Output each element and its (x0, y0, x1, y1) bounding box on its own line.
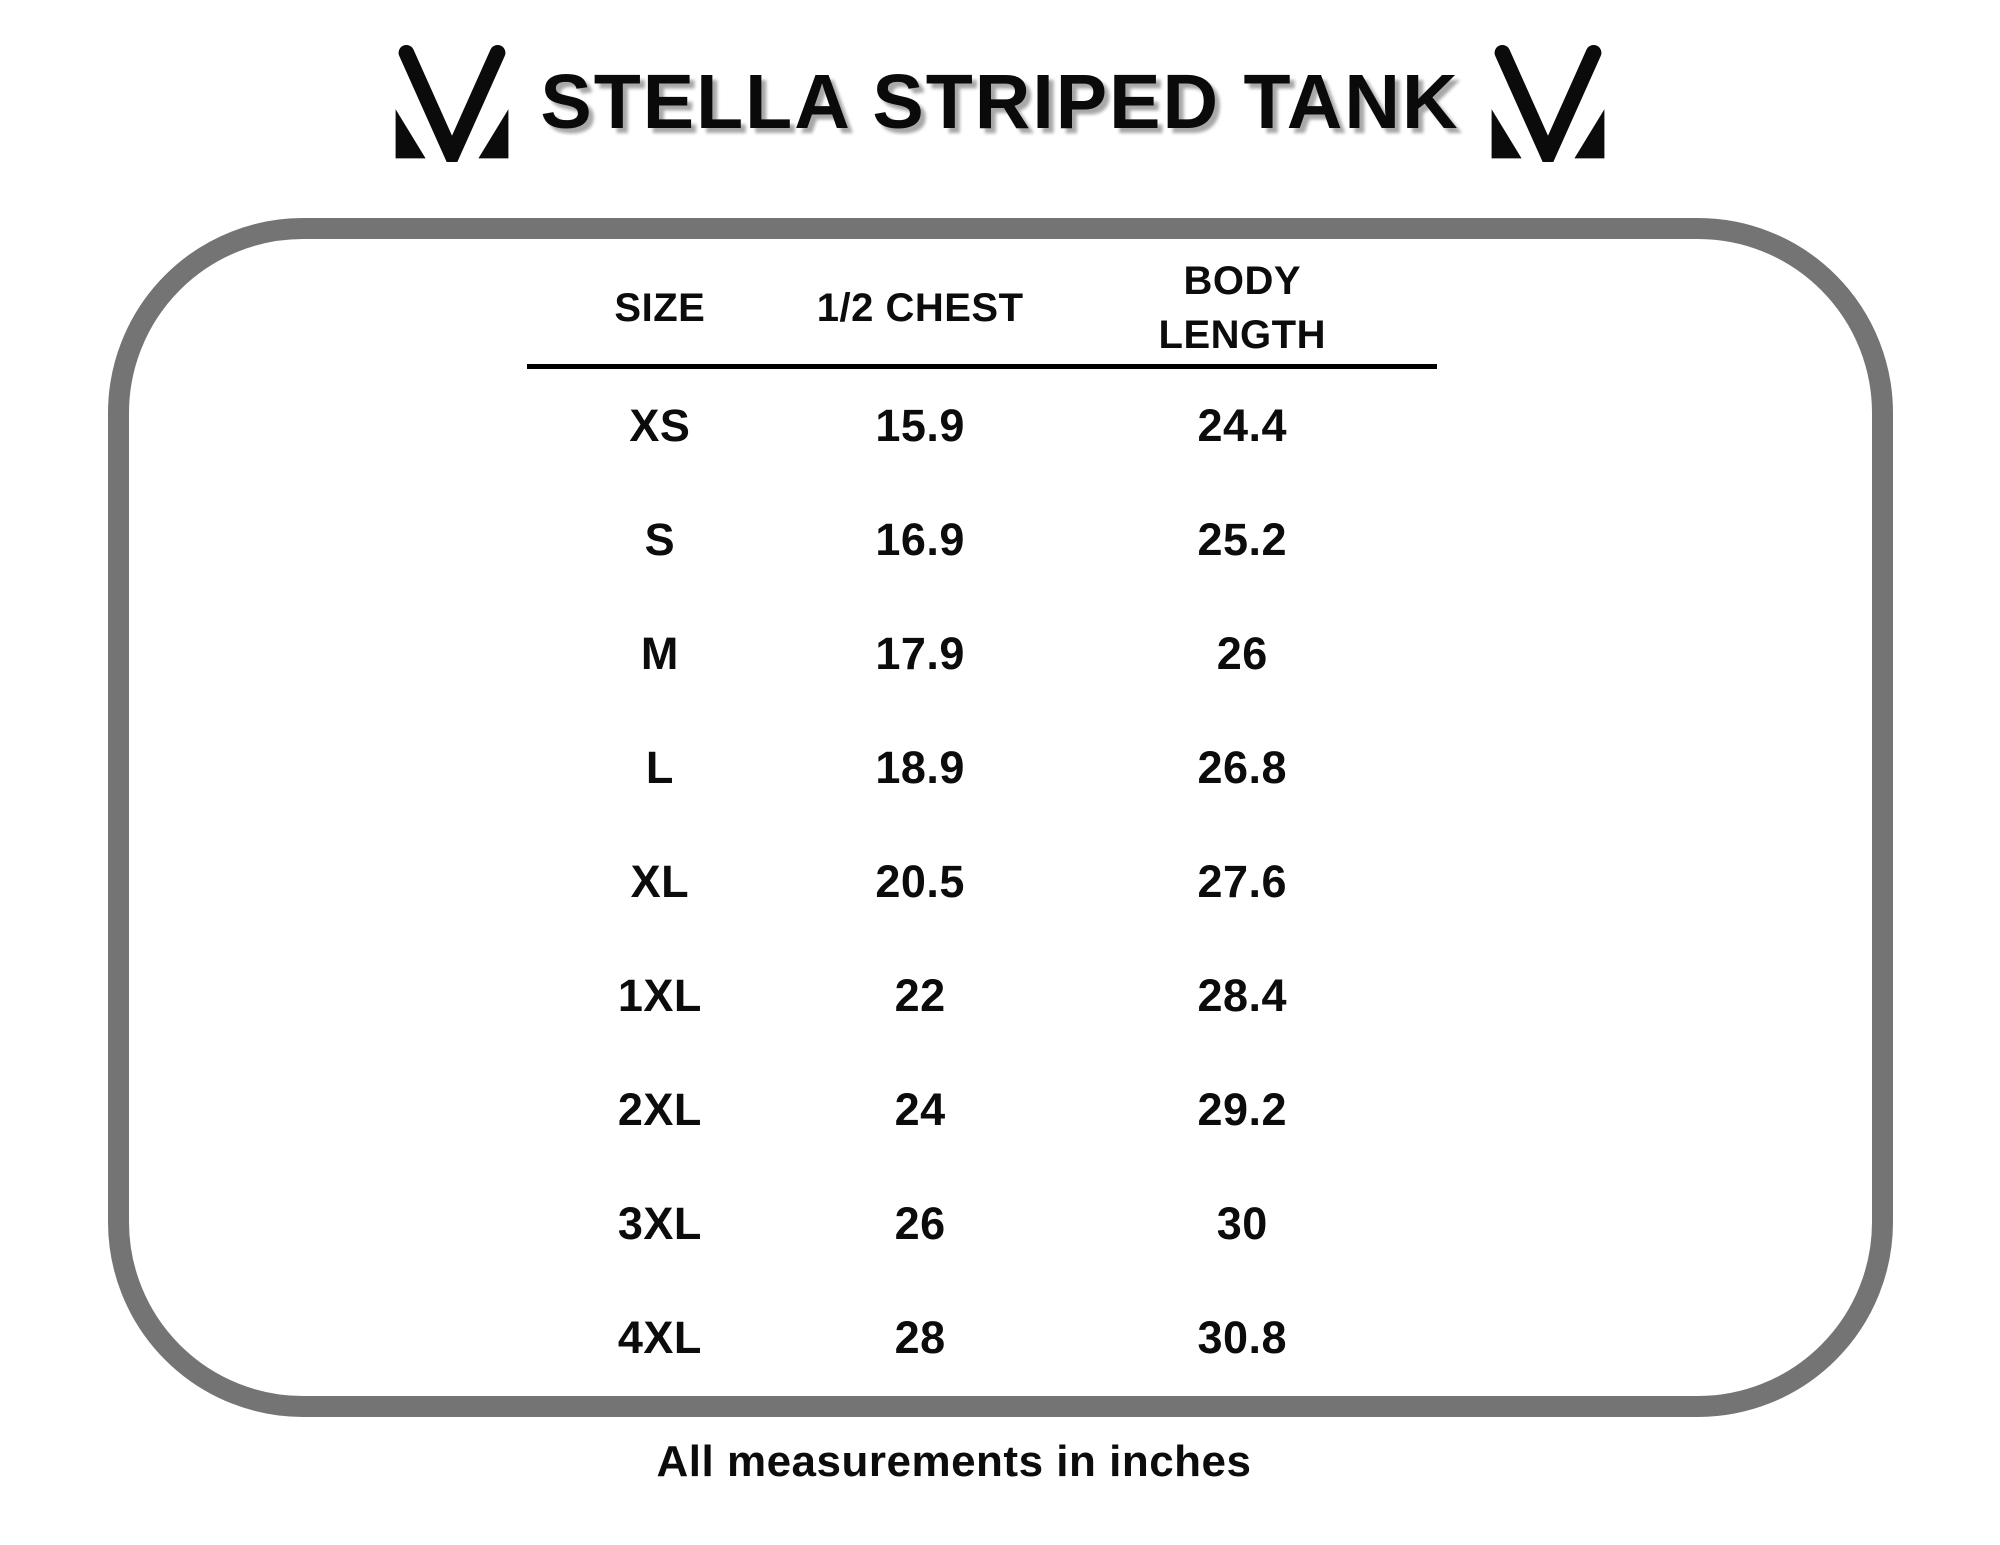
size-cell: XL (630, 856, 690, 907)
size-cell: 3XL (617, 1198, 702, 1249)
half-chest-cell: 24 (894, 1084, 946, 1135)
table-row-3xl: 3XL 26 30 (527, 1167, 1437, 1281)
size-cell: S (644, 514, 676, 565)
size-cell: L (645, 742, 674, 793)
brand-m-logo-icon (1491, 45, 1605, 162)
body-length-cell: 26 (1216, 628, 1268, 679)
body-length-cell: 30.8 (1197, 1312, 1288, 1363)
half-chest-cell: 22 (894, 970, 946, 1021)
half-chest-cell: 18.9 (875, 742, 965, 793)
rounded-border-frame (108, 218, 1893, 1417)
brand-header: STELLA STRIPED TANK (0, 42, 2000, 162)
size-cell: M (640, 628, 679, 679)
table-row-xs: XS 15.9 24.4 (527, 369, 1437, 483)
table-row-l: L 18.9 26.8 (527, 711, 1437, 825)
table-row-4xl: 4XL 28 30.8 (527, 1281, 1437, 1395)
table-row-s: S 16.9 25.2 (527, 483, 1437, 597)
column-header-half-chest: 1/2 CHEST (816, 286, 1024, 330)
half-chest-cell: 15.9 (875, 400, 965, 451)
table-row-xl: XL 20.5 27.6 (527, 825, 1437, 939)
body-length-cell: 27.6 (1197, 856, 1288, 907)
size-cell: 1XL (617, 970, 702, 1021)
table-header-row: SIZE 1/2 CHEST BODY LENGTH (527, 252, 1437, 364)
half-chest-cell: 16.9 (875, 514, 965, 565)
body-length-cell: 25.2 (1197, 514, 1288, 565)
body-length-cell: 26.8 (1197, 742, 1288, 793)
header-divider-line (527, 364, 1437, 369)
table-row-1xl: 1XL 22 28.4 (527, 939, 1437, 1053)
page-title: STELLA STRIPED TANK (540, 59, 1460, 145)
size-chart-table: SIZE 1/2 CHEST BODY LENGTH XS 15.9 24.4 … (527, 252, 1437, 1395)
half-chest-cell: 20.5 (875, 856, 965, 907)
table-row-m: M 17.9 26 (527, 597, 1437, 711)
half-chest-cell: 28 (894, 1312, 946, 1363)
body-length-cell: 30 (1216, 1198, 1268, 1249)
size-cell: XS (629, 400, 691, 451)
half-chest-cell: 17.9 (875, 628, 965, 679)
column-header-size: SIZE (614, 286, 706, 330)
column-header-body-length: BODY LENGTH (1158, 259, 1326, 357)
half-chest-cell: 26 (894, 1198, 946, 1249)
table-body: XS 15.9 24.4 S 16.9 25.2 M 17.9 26 L 18.… (527, 369, 1437, 1395)
size-cell: 2XL (617, 1084, 702, 1135)
measurements-note: All measurements in inches (656, 1437, 1252, 1486)
body-length-cell: 29.2 (1197, 1084, 1288, 1135)
body-length-cell: 28.4 (1197, 970, 1288, 1021)
brand-m-logo-icon (395, 45, 509, 162)
table-row-2xl: 2XL 24 29.2 (527, 1053, 1437, 1167)
size-cell: 4XL (617, 1312, 702, 1363)
body-length-cell: 24.4 (1197, 400, 1288, 451)
